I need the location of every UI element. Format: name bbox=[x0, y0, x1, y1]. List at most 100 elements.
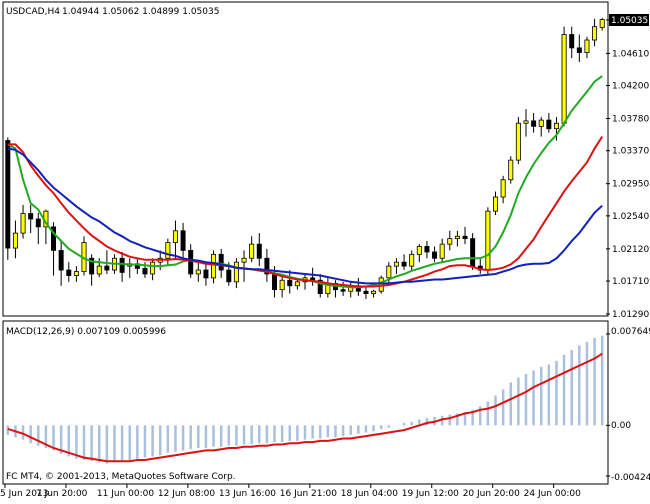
bear-candle bbox=[462, 235, 468, 240]
bear-candle bbox=[218, 253, 224, 271]
bear-candle bbox=[256, 243, 262, 259]
bull-candle bbox=[96, 265, 102, 275]
time-tick-label: 20 Jun 20:00 bbox=[463, 489, 520, 499]
bear-candle bbox=[424, 246, 430, 253]
bull-candle bbox=[553, 122, 559, 130]
macd-panel bbox=[2, 320, 609, 485]
price-tick-label: 1.02950 bbox=[612, 180, 649, 190]
bull-candle bbox=[538, 119, 544, 127]
bull-candle bbox=[73, 271, 79, 276]
bear-candle bbox=[363, 290, 369, 294]
price-tick-label: 1.03780 bbox=[612, 115, 649, 125]
price-tick-label: 1.04610 bbox=[612, 49, 649, 59]
bull-candle bbox=[393, 261, 399, 267]
bull-candle bbox=[241, 257, 247, 263]
bull-candle bbox=[493, 196, 499, 212]
bear-candle bbox=[272, 273, 278, 291]
bull-candle bbox=[211, 253, 217, 279]
current-price-value: 1.05035 bbox=[611, 16, 648, 26]
price-tick-label: 1.04200 bbox=[612, 82, 649, 92]
bull-candle bbox=[172, 230, 178, 243]
bear-candle bbox=[531, 120, 537, 127]
bear-candle bbox=[401, 261, 407, 267]
bull-candle bbox=[485, 210, 491, 271]
bear-candle bbox=[104, 265, 110, 271]
bull-candle bbox=[508, 159, 514, 181]
bull-candle bbox=[515, 122, 521, 161]
bear-candle bbox=[35, 218, 41, 228]
ma-mid-line bbox=[7, 136, 604, 288]
bear-candle bbox=[317, 279, 323, 294]
macd-signal-line bbox=[7, 352, 603, 463]
bear-candle bbox=[546, 119, 552, 130]
bull-candle bbox=[447, 238, 453, 245]
bear-candle bbox=[226, 269, 232, 283]
bull-candle bbox=[500, 179, 506, 198]
bear-candle bbox=[188, 250, 194, 275]
time-tick-label: 19 Jun 12:00 bbox=[402, 489, 459, 499]
bull-candle bbox=[279, 279, 285, 291]
macd-label: MACD(12,26,9) 0.007109 0.005996 bbox=[6, 327, 166, 337]
bear-candle bbox=[576, 47, 582, 53]
time-tick-label: 7 Jun 20:00 bbox=[36, 489, 88, 499]
price-tick-label: 1.02540 bbox=[612, 212, 649, 222]
bull-candle bbox=[150, 261, 156, 275]
symbol-label: USDCAD,H4 bbox=[6, 7, 60, 17]
bear-candle bbox=[432, 251, 438, 259]
bull-candle bbox=[165, 242, 171, 259]
bear-candle bbox=[5, 140, 11, 249]
price-tick-label: 1.01710 bbox=[612, 277, 649, 287]
bull-candle bbox=[20, 213, 26, 234]
bull-candle bbox=[523, 120, 529, 124]
bull-candle bbox=[584, 39, 590, 53]
price-tick-label: 1.01290 bbox=[612, 310, 649, 320]
bull-candle bbox=[454, 235, 460, 240]
bear-candle bbox=[119, 257, 125, 273]
time-tick-label: 5 Jun 2013 bbox=[0, 489, 48, 499]
bear-candle bbox=[51, 226, 57, 251]
time-tick-label: 24 Jun 00:00 bbox=[524, 489, 581, 499]
macd-tick-min: -0.004241 bbox=[611, 473, 650, 483]
bear-candle bbox=[66, 269, 72, 276]
price-tick-label: 1.03370 bbox=[612, 147, 649, 157]
price-layer bbox=[5, 18, 605, 300]
bull-candle bbox=[592, 26, 598, 41]
bear-candle bbox=[89, 257, 95, 275]
time-tick-label: 12 Jun 08:00 bbox=[158, 489, 215, 499]
bull-candle bbox=[233, 261, 239, 283]
macd-tick-zero: 0.00 bbox=[611, 421, 631, 431]
bear-candle bbox=[142, 268, 148, 275]
copyright-text: FC MT4, © 2001-2013, MetaQuotes Software… bbox=[6, 472, 236, 482]
macd-layer bbox=[6, 335, 604, 464]
bear-candle bbox=[340, 289, 346, 292]
price-tick-label: 1.02120 bbox=[612, 245, 649, 255]
bear-candle bbox=[569, 34, 575, 49]
bear-candle bbox=[287, 279, 293, 287]
bear-candle bbox=[203, 269, 209, 279]
bull-candle bbox=[416, 246, 422, 255]
bull-candle bbox=[561, 34, 567, 124]
bull-candle bbox=[409, 253, 415, 267]
bull-candle bbox=[371, 290, 377, 294]
bull-candle bbox=[439, 243, 445, 259]
time-tick-label: 13 Jun 16:00 bbox=[219, 489, 276, 499]
bear-candle bbox=[58, 250, 64, 271]
ohlc-readout: 1.04944 1.05062 1.04899 1.05035 bbox=[62, 7, 219, 17]
macd-tick-max: 0.007649 bbox=[611, 327, 650, 337]
time-tick-label: 18 Jun 04:00 bbox=[341, 489, 398, 499]
bull-candle bbox=[294, 281, 300, 287]
bear-candle bbox=[470, 238, 476, 267]
bull-candle bbox=[195, 269, 201, 275]
time-tick-label: 16 Jun 21:00 bbox=[280, 489, 337, 499]
bull-candle bbox=[12, 232, 18, 249]
bear-candle bbox=[180, 230, 186, 251]
time-tick-label: 11 Jun 00:00 bbox=[97, 489, 154, 499]
ma-slow-line bbox=[7, 147, 603, 285]
bull-candle bbox=[599, 19, 605, 28]
bull-candle bbox=[249, 243, 255, 259]
bear-candle bbox=[28, 213, 34, 220]
axis-layer: 1.04610 1.04200 1.03780 1.03370 1.02950 1.025… bbox=[0, 19, 649, 499]
bull-candle bbox=[386, 265, 392, 279]
